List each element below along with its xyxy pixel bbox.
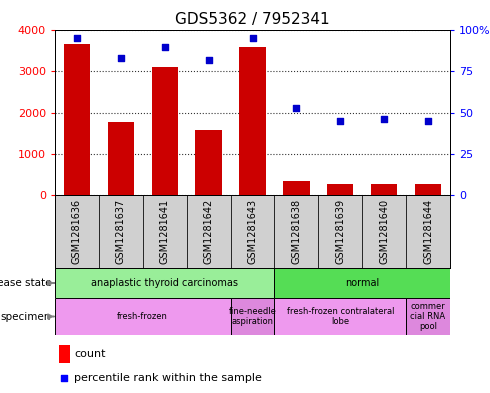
Text: GSM1281641: GSM1281641 xyxy=(160,199,170,264)
Text: GSM1281640: GSM1281640 xyxy=(379,199,389,264)
Bar xyxy=(283,180,310,195)
Point xyxy=(248,35,256,41)
Point xyxy=(73,35,81,41)
Bar xyxy=(406,195,450,268)
Bar xyxy=(64,44,90,195)
Point xyxy=(380,116,388,122)
Point xyxy=(117,55,125,61)
Text: fresh-frozen: fresh-frozen xyxy=(117,312,168,321)
Text: GSM1281642: GSM1281642 xyxy=(204,199,214,264)
Bar xyxy=(362,195,406,268)
Point xyxy=(161,43,169,50)
Bar xyxy=(59,345,70,363)
Bar xyxy=(99,195,143,268)
Point xyxy=(293,105,300,111)
Bar xyxy=(108,121,134,195)
Bar xyxy=(274,268,450,298)
Title: GDS5362 / 7952341: GDS5362 / 7952341 xyxy=(175,13,330,28)
Bar xyxy=(371,184,397,195)
Text: percentile rank within the sample: percentile rank within the sample xyxy=(74,373,262,383)
Bar xyxy=(239,46,266,195)
Point xyxy=(336,118,344,124)
Bar xyxy=(55,268,274,298)
Bar xyxy=(231,195,274,268)
Bar xyxy=(274,298,406,335)
Text: fine-needle
aspiration: fine-needle aspiration xyxy=(228,307,276,326)
Point xyxy=(60,375,68,381)
Point xyxy=(205,57,213,63)
Text: fresh-frozen contralateral
lobe: fresh-frozen contralateral lobe xyxy=(287,307,394,326)
Text: GSM1281638: GSM1281638 xyxy=(292,199,301,264)
Bar xyxy=(55,298,231,335)
Bar xyxy=(274,195,318,268)
Bar xyxy=(55,195,99,268)
Text: GSM1281643: GSM1281643 xyxy=(247,199,258,264)
Text: anaplastic thyroid carcinomas: anaplastic thyroid carcinomas xyxy=(91,278,238,288)
Point xyxy=(424,118,432,124)
Bar xyxy=(151,67,178,195)
Text: GSM1281644: GSM1281644 xyxy=(423,199,433,264)
Text: commer
cial RNA
pool: commer cial RNA pool xyxy=(411,301,445,331)
Bar xyxy=(231,298,274,335)
Bar xyxy=(327,184,353,195)
Text: GSM1281639: GSM1281639 xyxy=(335,199,345,264)
Text: specimen: specimen xyxy=(0,312,51,321)
Bar xyxy=(318,195,362,268)
Text: GSM1281636: GSM1281636 xyxy=(72,199,82,264)
Text: count: count xyxy=(74,349,106,359)
Text: normal: normal xyxy=(345,278,379,288)
Bar xyxy=(196,130,222,195)
Bar xyxy=(187,195,231,268)
Text: disease state: disease state xyxy=(0,278,51,288)
Bar xyxy=(143,195,187,268)
Bar xyxy=(415,184,441,195)
Text: GSM1281637: GSM1281637 xyxy=(116,199,126,264)
Bar xyxy=(406,298,450,335)
